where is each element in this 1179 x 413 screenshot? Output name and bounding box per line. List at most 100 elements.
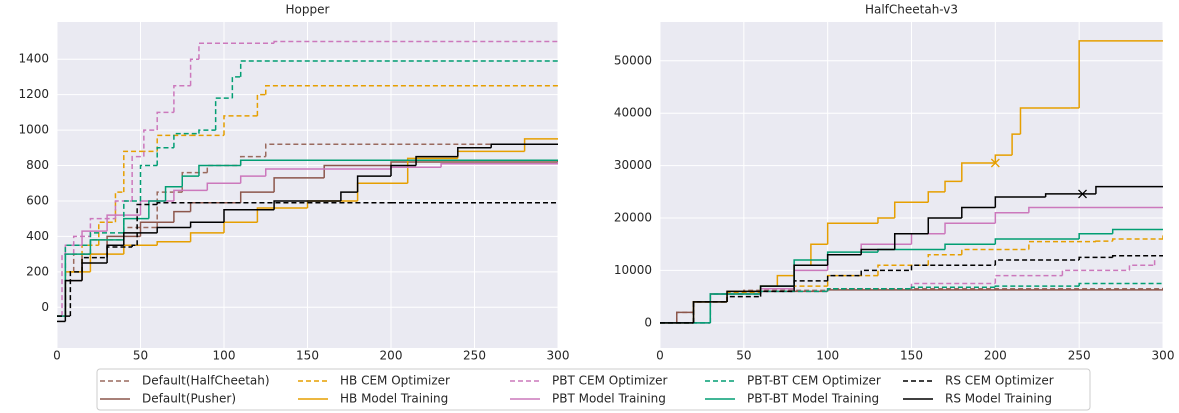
line-step [356,175,391,193]
line-step [994,196,1046,208]
line-step [81,230,108,246]
line-step [1078,282,1163,287]
line-step [206,164,241,173]
line-step [994,238,1080,245]
series-group [660,40,1163,324]
line-step [893,201,929,219]
line-step [173,189,208,201]
line-step [759,290,795,297]
legend-label: PBT CEM Optimizer [552,374,668,388]
line-step [1078,256,1113,260]
line-step [189,232,224,242]
line-step [944,222,996,234]
line-step [776,274,795,287]
line-step [709,293,761,323]
legend-label: RS CEM Optimizer [945,374,1054,388]
legend-label: Default(Pusher) [142,392,236,406]
x-tick-label: 250 [1068,349,1091,363]
x-tick-label: 200 [984,349,1007,363]
line-step [69,271,83,317]
series-group [57,40,558,323]
line-step [994,274,1063,284]
line-step [139,221,174,237]
line-step [131,244,138,248]
line-step [136,203,158,246]
line-step [265,85,558,95]
line-step [726,290,761,302]
line-step [198,129,216,134]
line-step [148,200,166,219]
marker [990,158,1000,168]
y-tick-label: 0 [41,300,49,314]
line-step [223,115,258,136]
line-step [340,191,358,201]
line-step [927,191,946,203]
line-step [198,42,275,60]
y-tick-label: 800 [26,158,49,172]
x-tick-label: 200 [380,349,403,363]
line-step [1028,240,1096,250]
legend-label: Default(HalfCheetah) [142,374,270,388]
line-step [1011,133,1021,156]
line-step [61,253,74,317]
line-step [944,243,996,250]
chart-title: HalfCheetah-v3 [865,3,958,17]
y-tick-label: 200 [26,264,49,278]
line-step [877,264,929,276]
line-step [910,264,996,271]
line-step [273,40,558,44]
line-step [390,164,417,177]
line-step [81,262,108,281]
line-step [173,132,199,148]
line-step [490,143,558,148]
line-step [826,253,862,266]
x-tick-label: 0 [656,349,664,363]
line-step [256,207,308,223]
y-tick-label: 1400 [18,52,49,66]
line-step [156,201,391,205]
line-step [994,154,1013,163]
line-step [826,222,878,245]
line-step [826,288,912,292]
legend-label: RS Model Training [945,392,1052,406]
line-step [692,301,728,323]
y-tick-label: 30000 [614,158,652,172]
y-tick-label: 0 [644,315,652,329]
line-step [273,177,325,193]
legend-box [96,368,1091,411]
line-step [927,253,962,266]
line-step [143,129,158,157]
line-step [1111,238,1163,242]
y-tick-label: 400 [26,229,49,243]
legend-label: PBT Model Training [552,392,666,406]
line-step [72,235,91,255]
x-tick-label: 250 [463,349,486,363]
line-step [1095,240,1113,242]
line-step [106,214,141,232]
line-step [1061,269,1130,276]
line-step [877,217,895,224]
line-step [265,143,558,157]
line-step [123,232,158,246]
y-tick-label: 50000 [614,53,652,67]
y-tick-label: 1000 [18,123,49,137]
y-tick-label: 600 [26,193,49,207]
line-step [860,269,912,276]
line-step [114,191,124,223]
line-step [961,162,996,182]
x-tick-label: 100 [816,349,839,363]
line-step [106,244,124,263]
line-step [1028,206,1163,213]
line-step [440,162,558,168]
line-step [1095,185,1163,194]
line-step [131,155,144,201]
marker [1078,189,1087,199]
line-step [944,180,962,192]
line-step [676,311,694,323]
line-step [156,111,174,131]
y-tick-label: 20000 [614,211,652,225]
line-step [1044,193,1088,198]
line-step [239,60,558,77]
line-step [123,150,141,193]
line-step [961,248,1029,255]
